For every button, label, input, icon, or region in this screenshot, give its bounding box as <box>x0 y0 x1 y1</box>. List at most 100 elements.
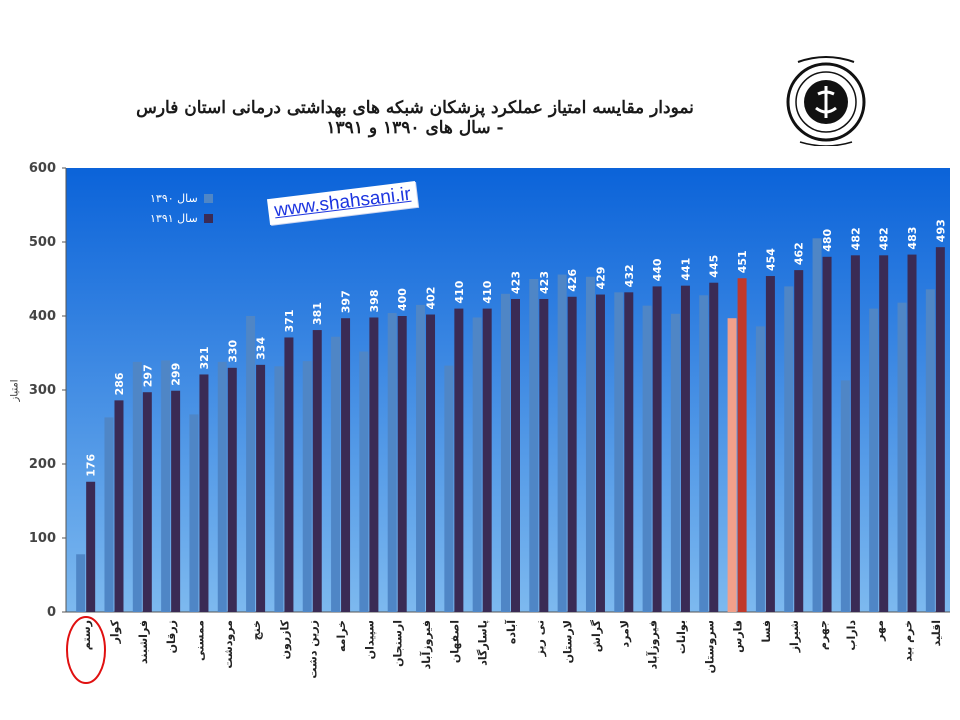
bar-1390 <box>104 417 114 612</box>
bar-1390 <box>727 318 737 612</box>
y-tick-label: 100 <box>29 531 56 546</box>
value-label: 451 <box>736 250 749 273</box>
bar-1390 <box>76 554 86 612</box>
bar-1390 <box>699 295 709 612</box>
bar-1390 <box>472 317 482 612</box>
value-label: 423 <box>510 271 523 294</box>
bar-1391 <box>454 308 464 612</box>
value-label: 410 <box>453 280 466 303</box>
category-label: مرودشت <box>222 620 235 669</box>
category-label: اصفهان <box>448 620 461 663</box>
bar-1390 <box>501 293 510 612</box>
value-label: 482 <box>849 227 862 250</box>
category-label: رستم <box>80 620 93 650</box>
bar-1391 <box>680 285 690 612</box>
bar-1391 <box>114 400 124 612</box>
category-label: پاسارگاد <box>477 620 490 666</box>
value-label: 330 <box>226 339 239 362</box>
category-label: خرامه <box>335 620 348 652</box>
value-label: 371 <box>283 309 296 332</box>
bar-1391 <box>907 254 917 612</box>
legend-item-1390: سال ۱۳۹۰ <box>150 188 213 208</box>
bar-1391 <box>426 314 436 612</box>
category-label: گراش <box>590 619 603 652</box>
bar-1391 <box>624 292 634 612</box>
category-label: مهر <box>873 620 886 642</box>
value-label: 429 <box>594 267 607 290</box>
bar-1390 <box>189 414 199 612</box>
bar-1390 <box>869 308 879 612</box>
category-label: فارس <box>732 620 745 653</box>
y-axis-label: امتیاز <box>9 379 21 402</box>
bar-1391 <box>794 270 804 612</box>
bar-1391 <box>341 318 351 612</box>
value-label: 454 <box>764 248 777 271</box>
bar-1390 <box>444 365 454 612</box>
category-label: داراب <box>845 620 858 651</box>
y-tick-label: 0 <box>47 605 56 620</box>
legend-swatch-1390 <box>203 193 213 203</box>
bar-1391 <box>256 364 266 612</box>
bar-1391 <box>312 330 322 612</box>
y-tick-label: 300 <box>29 383 56 398</box>
bar-1390 <box>132 361 142 612</box>
bar-1391 <box>142 392 152 612</box>
value-label: 398 <box>368 290 381 313</box>
y-tick-label: 400 <box>29 309 56 324</box>
bar-1391 <box>595 294 605 612</box>
bar-1390 <box>925 289 935 612</box>
university-logo <box>778 50 874 147</box>
bar-1390 <box>274 366 284 612</box>
category-label: خنج <box>250 620 263 640</box>
bar-1390 <box>670 313 680 612</box>
x-axis-labels-group: رستم کوار فراشبند زرقان ممسنی مرودشت خنج کازرون… <box>80 619 943 678</box>
category-label: اقلید <box>930 620 943 646</box>
value-label: 423 <box>538 271 551 294</box>
category-label: آباده <box>504 620 518 644</box>
value-label: 445 <box>708 255 721 278</box>
bar-1390 <box>784 286 794 612</box>
value-label: 299 <box>170 363 183 386</box>
bar-1391 <box>765 276 775 612</box>
bar-chart: 0 100 200 300 400 500 600 176 286 297 299 321 330 33… <box>29 161 950 684</box>
value-labels-group: 176 286 297 299 321 330 334 371 381 397 398 400 402 4… <box>85 219 948 477</box>
value-label: 480 <box>821 228 834 251</box>
bar-1391 <box>850 255 860 612</box>
category-label: خرم بید <box>902 620 915 662</box>
bar-1391 <box>397 316 407 612</box>
y-tick-label: 500 <box>29 235 56 250</box>
bar-1391 <box>539 298 549 612</box>
bar-1390 <box>217 361 227 612</box>
bar-1391 <box>482 308 492 612</box>
value-label: 462 <box>793 242 806 265</box>
value-label: 482 <box>878 227 891 250</box>
value-label: 334 <box>255 337 268 360</box>
category-label: کازرون <box>278 619 291 659</box>
bar-1391 <box>284 337 294 612</box>
value-label: 493 <box>934 219 947 242</box>
category-label: نی ریز <box>533 620 546 657</box>
category-label: ارسنجان <box>392 620 405 667</box>
bar-1390 <box>359 351 369 612</box>
value-label: 321 <box>198 346 211 369</box>
bar-1390 <box>557 274 567 612</box>
category-label: فسا <box>760 620 773 643</box>
category-label: فیروزآباد <box>646 620 660 669</box>
bar-1391 <box>822 256 832 612</box>
category-label: شیراز <box>788 620 801 653</box>
y-tick-label: 600 <box>29 161 56 176</box>
bar-1390 <box>387 313 397 612</box>
category-label: فراشبند <box>137 620 150 664</box>
bar-1391 <box>935 247 945 612</box>
bar-1390 <box>755 326 765 612</box>
category-label: سپیدان <box>363 620 376 659</box>
value-label: 441 <box>679 258 692 281</box>
bar-1391 <box>709 282 719 612</box>
bars-group <box>76 238 945 613</box>
bar-1390 <box>246 316 256 612</box>
value-label: 402 <box>425 287 438 310</box>
highlight-circle <box>66 616 106 684</box>
category-label: زرقان <box>165 620 178 653</box>
chart-title: نمودار مقایسه امتیاز عملکرد پزشکان شبکه … <box>136 98 694 138</box>
category-label: لارستان <box>562 620 575 663</box>
